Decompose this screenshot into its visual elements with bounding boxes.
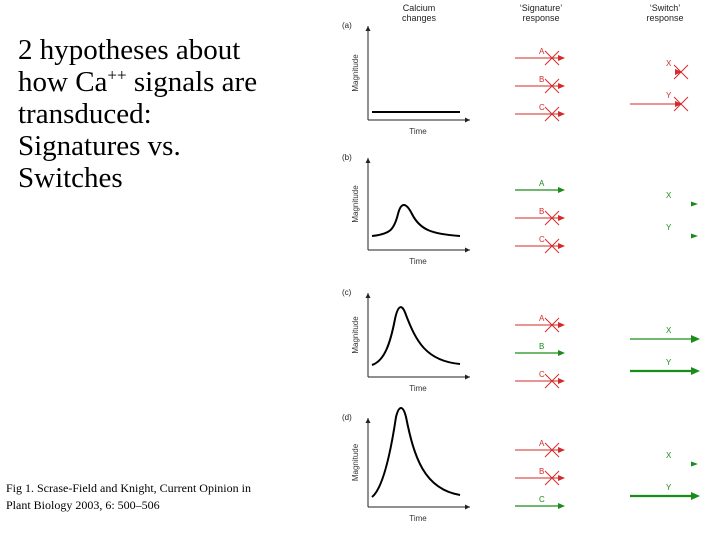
y-axis-label: Magnitude	[351, 185, 360, 223]
switch-arrowhead	[691, 461, 698, 467]
signature-arrowhead	[558, 243, 565, 249]
panel-label: (d)	[342, 413, 352, 422]
block-cross-icon	[544, 210, 560, 226]
y-axis-label: Magnitude	[351, 443, 360, 481]
panel-4: (d) Magnitude Time A B C X Y	[342, 407, 700, 523]
signature-label: B	[539, 342, 544, 351]
signature-arrowhead	[558, 503, 565, 509]
switch-label: Y	[666, 223, 672, 232]
signature-label: A	[539, 47, 545, 56]
switch-arrowhead	[691, 335, 700, 343]
caption-line-2: Plant Biology 2003, 6: 500–506	[6, 498, 160, 512]
header-signature-line-2: response	[522, 13, 559, 23]
signature-label: A	[539, 314, 545, 323]
switch-arrowhead	[691, 233, 698, 239]
signature-label: B	[539, 75, 544, 84]
y-axis-label: Magnitude	[351, 316, 360, 354]
header-calcium-line-1: Calcium	[403, 3, 436, 13]
signature-label: B	[539, 467, 544, 476]
x-axis-arrowhead	[465, 247, 470, 253]
x-axis-label: Time	[409, 384, 427, 393]
signature-arrowhead	[558, 83, 565, 89]
panel-1: (a) Magnitude Time A B C X Y	[342, 21, 689, 136]
title-line-2-end: signals are	[126, 66, 258, 98]
signature-arrowhead	[558, 111, 565, 117]
block-cross-icon	[544, 317, 560, 333]
panel-label: (b)	[342, 153, 352, 162]
switch-label: X	[666, 191, 672, 200]
block-cross-icon	[544, 373, 560, 389]
y-axis-arrowhead	[365, 26, 371, 31]
signature-label: A	[539, 179, 545, 188]
signature-arrowhead	[558, 475, 565, 481]
calcium-curve	[371, 306, 461, 366]
switch-label: Y	[666, 358, 672, 367]
signature-arrowhead	[558, 447, 565, 453]
switch-label: X	[666, 326, 672, 335]
block-cross-icon	[544, 106, 560, 122]
switch-arrowhead	[675, 69, 682, 75]
switch-arrowhead	[691, 492, 700, 500]
block-cross-icon	[544, 442, 560, 458]
calcium-charge-superscript: ++	[107, 65, 127, 85]
caption-line-1: Fig 1. Scrase-Field and Knight, Current …	[6, 481, 251, 495]
signature-arrowhead	[558, 378, 565, 384]
title-line-3: transduced:	[18, 98, 152, 130]
title-line-2: how Ca++ signals are	[18, 66, 328, 98]
signature-label: C	[539, 370, 545, 379]
x-axis-label: Time	[409, 257, 427, 266]
x-axis-arrowhead	[465, 374, 470, 380]
x-axis-arrowhead	[465, 117, 470, 123]
block-cross-icon	[544, 78, 560, 94]
title-line-1: 2 hypotheses about	[18, 34, 241, 66]
block-cross-icon	[544, 50, 560, 66]
signature-label: A	[539, 439, 545, 448]
switch-label: X	[666, 451, 672, 460]
y-axis-arrowhead	[365, 293, 371, 298]
switch-arrowhead	[691, 201, 698, 207]
signature-label: C	[539, 235, 545, 244]
signature-label: C	[539, 495, 545, 504]
block-cross-icon	[544, 238, 560, 254]
slide-title: 2 hypotheses about how Ca++ signals are …	[18, 34, 328, 194]
header-calcium-line-2: changes	[402, 13, 437, 23]
signature-label: B	[539, 207, 544, 216]
panel-label: (c)	[342, 288, 352, 297]
switch-label: Y	[666, 91, 672, 100]
panel-3: (c) Magnitude Time A B C X Y	[342, 288, 700, 393]
block-cross-icon	[673, 64, 689, 80]
title-line-4: Signatures vs.	[18, 130, 181, 162]
y-axis-label: Magnitude	[351, 54, 360, 92]
title-line-2-start: how Ca	[18, 66, 108, 98]
signature-label: C	[539, 103, 545, 112]
switch-arrowhead	[691, 367, 700, 375]
signature-arrowhead	[558, 215, 565, 221]
switch-arrowhead	[675, 101, 682, 107]
signature-arrowhead	[558, 55, 565, 61]
block-cross-icon	[544, 470, 560, 486]
x-axis-arrowhead	[465, 504, 470, 510]
signature-arrowhead	[558, 350, 565, 356]
x-axis-label: Time	[409, 127, 427, 136]
y-axis-arrowhead	[365, 158, 371, 163]
panels: (a) Magnitude Time A B C X Y (b) Magnitude Time A B C…	[342, 21, 700, 523]
signature-arrowhead	[558, 187, 565, 193]
y-axis-arrowhead	[365, 418, 371, 423]
panel-2: (b) Magnitude Time A B C X Y	[342, 153, 698, 266]
figure-diagram: Calcium changes ‘Signature’ response ‘Sw…	[342, 3, 700, 523]
header-switch-line-2: response	[646, 13, 683, 23]
signature-arrowhead	[558, 322, 565, 328]
header-switch-line-1: ‘Switch’	[650, 3, 681, 13]
switch-label: Y	[666, 483, 672, 492]
panel-label: (a)	[342, 21, 352, 30]
header-signature-line-1: ‘Signature’	[520, 3, 563, 13]
switch-label: X	[666, 59, 672, 68]
calcium-curve	[371, 204, 461, 237]
block-cross-icon	[673, 96, 689, 112]
title-line-5: Switches	[18, 162, 123, 194]
column-headers: Calcium changes ‘Signature’ response ‘Sw…	[402, 3, 684, 23]
x-axis-label: Time	[409, 514, 427, 523]
figure-caption: Fig 1. Scrase-Field and Knight, Current …	[6, 480, 316, 514]
calcium-curve	[371, 407, 461, 498]
